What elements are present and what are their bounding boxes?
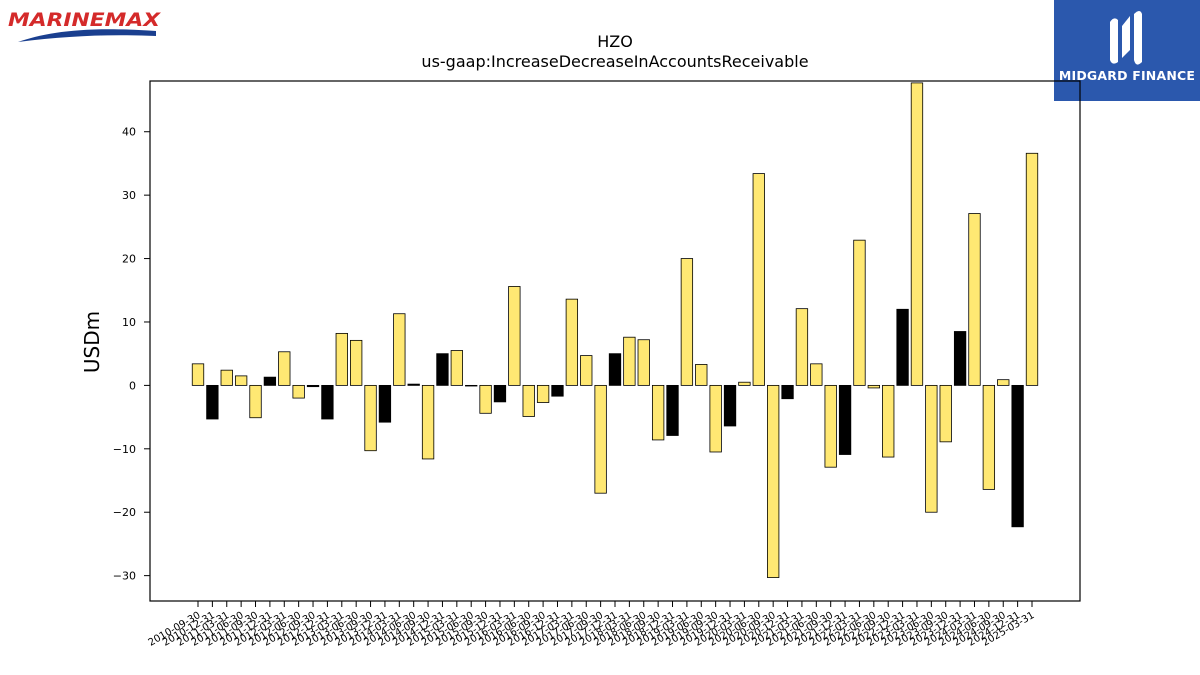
- bar-2018-06-30: [637, 339, 650, 386]
- bar-2022-09-30: [882, 384, 895, 458]
- bar-2015-09-30: [479, 384, 492, 414]
- y-tick-label: −20: [113, 506, 136, 519]
- bar-2016-06-30: [522, 384, 535, 417]
- bar-2012-12-31: [321, 384, 334, 420]
- bar-2015-12-31: [493, 384, 507, 403]
- bar-2018-03-31: [623, 336, 636, 386]
- bars-layer: [191, 82, 1039, 578]
- midgard-emblem-icon: [1110, 11, 1142, 65]
- bar-2021-12-31: [838, 384, 852, 455]
- bar-2011-06-30: [234, 375, 248, 386]
- bar-2017-06-30: [580, 355, 593, 386]
- bar-2012-06-30: [292, 384, 305, 399]
- y-tick-label: 20: [122, 253, 136, 266]
- bar-2019-03-31: [680, 258, 694, 386]
- bar-2013-09-30: [364, 384, 377, 452]
- bar-2022-06-30: [867, 384, 880, 389]
- bar-2015-03-31: [450, 350, 463, 386]
- bar-2013-12-31: [378, 384, 392, 423]
- bar-2021-06-30: [810, 363, 823, 386]
- bar-2015-06-30: [465, 384, 478, 387]
- bar-2020-12-31: [781, 384, 794, 400]
- y-tick-label: 40: [122, 126, 136, 139]
- bar-2024-09-30: [997, 379, 1010, 386]
- bar-2019-06-30: [695, 364, 708, 386]
- bar-2016-09-30: [536, 384, 550, 403]
- bar-2011-03-31: [220, 369, 233, 386]
- bar-2010-09-30: [191, 363, 205, 386]
- midgard-finance-logo: MIDGARD FINANCE: [1054, 0, 1200, 101]
- y-tick-label: 0: [129, 379, 136, 392]
- y-axis: −30 −20 −10 0 10 20 30 40: [113, 126, 150, 583]
- bar-2024-03-31: [968, 213, 981, 386]
- bar-2023-06-30: [925, 384, 938, 513]
- bar-2016-03-31: [508, 286, 521, 386]
- bar-2016-12-31: [551, 384, 564, 397]
- bar-2023-09-30: [939, 384, 952, 443]
- bar-2025-03-31: [1025, 152, 1039, 386]
- bar-2018-12-31: [666, 384, 679, 436]
- bar-2011-09-30: [249, 384, 262, 419]
- bar-2014-09-30: [421, 384, 435, 460]
- bar-2020-06-30: [752, 173, 765, 386]
- bar-2019-12-31: [723, 384, 737, 427]
- bar-2012-03-31: [278, 351, 291, 386]
- bar-2013-06-30: [350, 339, 363, 386]
- bar-2018-09-30: [651, 384, 665, 441]
- bar-2014-06-30: [407, 383, 420, 386]
- chart-subtitle: us-gaap:IncreaseDecreaseInAccountsReceiv…: [421, 52, 809, 71]
- bar-2021-09-30: [824, 384, 837, 468]
- bar-2011-12-31: [263, 376, 277, 386]
- bar-2020-03-31: [738, 381, 751, 386]
- marinemax-logo-text: MARINEMAX: [8, 9, 162, 31]
- bar-2021-03-31: [795, 308, 809, 386]
- wave-swoosh-icon: [18, 29, 156, 42]
- bar-2024-12-31: [1011, 384, 1024, 528]
- y-tick-label: 30: [122, 189, 136, 202]
- bar-2024-06-30: [982, 384, 996, 490]
- bar-2017-12-31: [608, 353, 622, 386]
- y-axis-label: USDm: [80, 311, 104, 373]
- y-tick-label: −30: [113, 570, 136, 583]
- bar-2017-09-30: [594, 384, 607, 494]
- bar-2020-09-30: [767, 384, 780, 578]
- bar-2022-03-31: [853, 239, 866, 386]
- bar-2010-12-31: [206, 384, 219, 420]
- bar-2014-03-31: [393, 313, 406, 386]
- y-tick-label: 10: [122, 316, 136, 329]
- bar-2012-09-30: [306, 384, 320, 388]
- midgard-finance-text: MIDGARD FINANCE: [1058, 68, 1196, 83]
- bar-2023-12-31: [953, 331, 967, 386]
- bar-2022-12-31: [896, 308, 909, 386]
- bar-2014-12-31: [436, 353, 449, 386]
- bar-2013-03-31: [335, 332, 348, 386]
- bar-2019-09-30: [709, 384, 722, 453]
- x-axis: 2010-09-302010-12-312011-03-312011-06-30…: [147, 601, 1037, 649]
- bar-2023-03-31: [910, 82, 924, 386]
- plot-frame: [149, 80, 1081, 602]
- y-tick-label: −10: [113, 443, 136, 456]
- bar-2017-03-31: [565, 298, 579, 386]
- marinemax-logo: MARINEMAX: [6, 6, 166, 46]
- chart-title: HZO: [597, 32, 633, 51]
